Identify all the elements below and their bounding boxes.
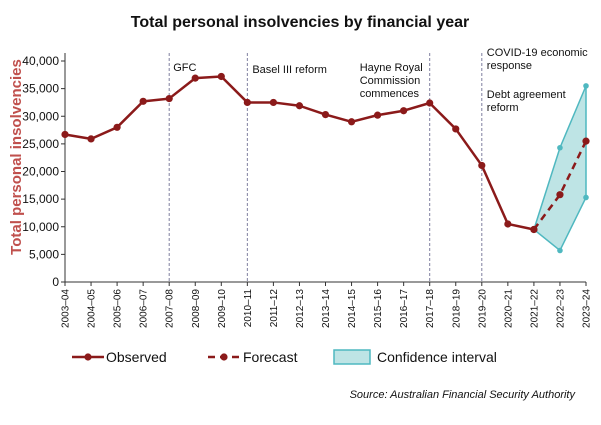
series-line-observed xyxy=(64,75,535,231)
legend-label-forecast: Forecast xyxy=(243,349,298,365)
data-point-observed xyxy=(113,123,121,131)
x-tick-label: 2021–22 xyxy=(529,289,540,328)
x-tick-label: 2019–20 xyxy=(477,289,488,328)
source-note: Source: Australian Financial Security Au… xyxy=(350,389,577,401)
data-point-forecast xyxy=(530,225,538,234)
data-point-observed xyxy=(61,130,69,139)
legend: Observed Forecast Confidence interval xyxy=(72,349,497,365)
ci-upper-point xyxy=(583,83,589,89)
y-tick-label: 15,000 xyxy=(22,192,59,206)
axes-layer: 0 5,000 10,000 15,000 20,000 25,000 30,000 35,0… xyxy=(22,53,593,328)
annotation-text: Hayne Royal xyxy=(360,62,423,74)
ci-upper-point xyxy=(557,144,563,151)
annotation-text: Basel III reform xyxy=(252,64,327,76)
data-point-observed xyxy=(374,111,382,119)
y-tick-label: 0 xyxy=(52,275,59,289)
x-tick-label: 2003–04 xyxy=(61,289,72,328)
x-tick-label: 2018–19 xyxy=(451,289,462,328)
data-point-observed xyxy=(347,118,356,126)
y-tick-label: 10,000 xyxy=(22,220,59,234)
y-tick-label: 40,000 xyxy=(22,54,59,68)
y-tick-label: 25,000 xyxy=(22,137,59,151)
y-tick-label: 5,000 xyxy=(29,247,59,261)
x-tick-label: 2013–14 xyxy=(321,289,332,328)
data-point-observed xyxy=(400,107,408,115)
x-tick-label: 2016–17 xyxy=(399,289,410,328)
x-tick-label: 2009–10 xyxy=(217,289,228,328)
data-point-observed xyxy=(217,72,225,81)
x-tick-label: 2012–13 xyxy=(295,289,306,328)
legend-marker-observed xyxy=(84,353,92,361)
x-tick-label: 2014–15 xyxy=(347,289,358,328)
data-point-observed xyxy=(478,161,486,170)
confidence-interval-band xyxy=(533,85,587,252)
x-tick-label: 2015–16 xyxy=(373,289,384,328)
data-point-observed xyxy=(321,110,330,119)
data-point-observed xyxy=(165,94,173,103)
x-tick-label: 2017–18 xyxy=(425,289,436,328)
data-point-observed xyxy=(452,125,460,133)
data-point-observed xyxy=(87,135,95,143)
y-axis-label: Total personal insolvencies xyxy=(8,59,25,255)
annotation-text: Commission xyxy=(360,75,421,87)
data-point-observed xyxy=(243,98,251,107)
annotation-text: COVID-19 economic xyxy=(487,47,588,59)
data-point-observed xyxy=(295,102,304,110)
annotations-layer: GFC Basel III reform Hayne RoyalCommission… xyxy=(173,47,588,114)
annotation-text: GFC xyxy=(173,62,196,74)
ci-lower-point xyxy=(583,194,589,201)
series-line-forecast xyxy=(532,140,588,231)
data-point-observed xyxy=(191,74,199,82)
data-point-observed xyxy=(504,220,512,228)
chart-title: Total personal insolvencies by financial… xyxy=(131,14,470,31)
series-layer xyxy=(61,72,590,234)
data-point-observed xyxy=(426,99,434,107)
legend-label-observed: Observed xyxy=(106,349,167,365)
data-point-forecast xyxy=(582,137,590,145)
x-tick-label: 2010–11 xyxy=(243,289,254,328)
y-tick-label: 35,000 xyxy=(22,82,59,96)
annotation-text: response xyxy=(487,60,532,72)
legend-label-confidence-interval: Confidence interval xyxy=(377,349,497,365)
x-tick-label: 2023–24 xyxy=(582,289,593,328)
legend-marker-forecast xyxy=(220,353,228,361)
data-point-observed xyxy=(139,97,147,105)
y-tick-label: 20,000 xyxy=(22,165,59,179)
y-tick-label: 30,000 xyxy=(22,109,59,123)
annotation-text: commences xyxy=(360,88,420,100)
ci-lower-point xyxy=(557,247,563,254)
annotation-text: reform xyxy=(487,102,519,114)
data-point-observed xyxy=(269,98,277,107)
event-lines-layer xyxy=(168,53,483,282)
legend-swatch-confidence-interval xyxy=(333,349,371,365)
data-point-forecast xyxy=(556,191,564,199)
x-tick-label: 2007–08 xyxy=(165,289,176,328)
x-tick-label: 2004–05 xyxy=(87,289,98,328)
annotation-text: Debt agreement xyxy=(487,89,566,101)
x-tick-label: 2022–23 xyxy=(555,289,566,328)
x-tick-label: 2005–06 xyxy=(113,289,124,328)
x-tick-label: 2011–12 xyxy=(269,289,280,328)
x-tick-label: 2020–21 xyxy=(503,289,514,328)
confidence-interval-layer xyxy=(533,83,589,254)
x-tick-label: 2006–07 xyxy=(139,289,150,328)
x-tick-label: 2008–09 xyxy=(191,289,202,328)
